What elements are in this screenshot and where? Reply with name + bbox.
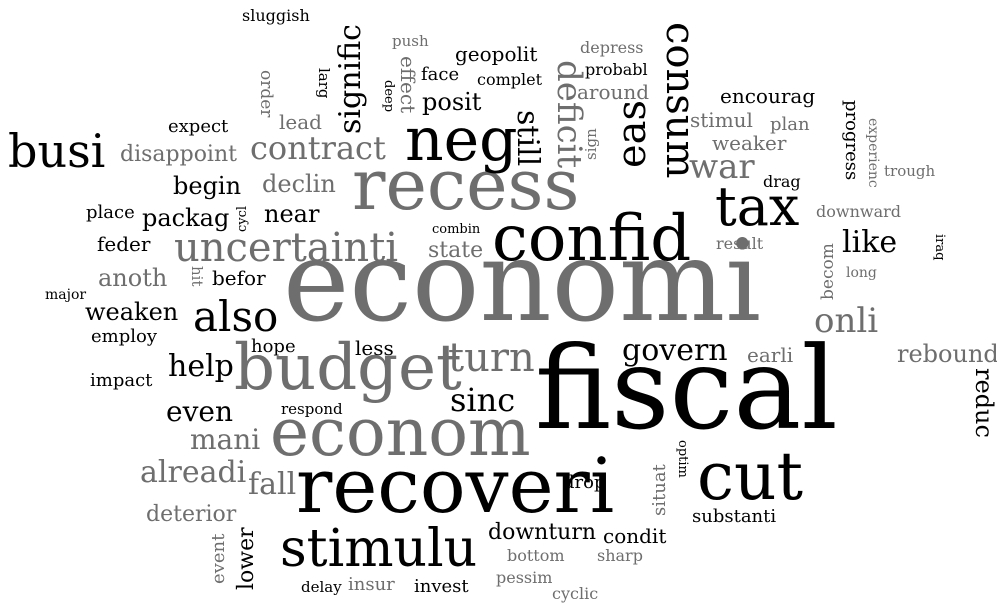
word-weaken: weaken	[85, 298, 179, 326]
word-economi: economi	[283, 217, 762, 347]
word-encourag: encourag	[720, 84, 816, 108]
word-substanti: substanti	[692, 506, 777, 527]
word-sinc: sinc	[450, 381, 516, 419]
word-help: help	[168, 349, 234, 384]
word-econom: econom	[270, 394, 531, 471]
word-earli: earli	[747, 343, 794, 367]
word-iraq: iraq	[932, 234, 947, 261]
word-hope: hope	[251, 336, 296, 357]
word-still: still	[510, 110, 545, 167]
word-cut: cut	[697, 438, 803, 515]
word-busi: busi	[8, 124, 106, 178]
word-result: result	[716, 234, 764, 253]
word-disappoint: disappoint	[120, 142, 237, 167]
word-deficit: deficit	[549, 60, 589, 169]
word-uncertainti: uncertainti	[174, 225, 399, 271]
word-sign: sign	[582, 128, 600, 160]
word-becom: becom	[818, 243, 838, 300]
word-condit: condit	[603, 524, 667, 548]
word-sharp: sharp	[597, 546, 643, 565]
word-order: order	[256, 70, 276, 118]
word-signific: signific	[333, 24, 368, 134]
word-deterior: deterior	[146, 502, 237, 527]
word-pessim: pessim	[496, 568, 553, 587]
word-geopolit: geopolit	[455, 42, 538, 66]
word-alreadi: alreadi	[140, 455, 247, 490]
word-push: push	[392, 32, 429, 50]
word-contract: contract	[250, 129, 386, 167]
word-long: long	[846, 265, 877, 281]
word-fiscal: fiscal	[535, 322, 838, 455]
word-place: place	[86, 202, 135, 223]
word-major: major	[45, 287, 87, 303]
word-fall: fall	[248, 467, 297, 502]
word-plan: plan	[770, 114, 810, 135]
word-anoth: anoth	[98, 264, 168, 292]
word-recess: recess	[352, 144, 580, 226]
word-invest: invest	[414, 576, 469, 597]
word-packag: packag	[142, 204, 230, 232]
word-trough: trough	[884, 162, 936, 180]
word-larg: larg	[315, 68, 333, 99]
word-reduc: reduc	[970, 368, 997, 438]
word-drop: drop	[563, 472, 606, 493]
word-employ: employ	[91, 326, 158, 347]
word-combin: combin	[432, 222, 481, 237]
word-befor: befor	[212, 266, 266, 290]
word-govern: govern	[622, 333, 728, 368]
word-eas: eas	[609, 99, 655, 168]
word-lower: lower	[234, 527, 259, 590]
word-depress: depress	[580, 38, 644, 57]
word-expect: expect	[168, 116, 229, 137]
word-also: also	[193, 292, 279, 341]
word-declin: declin	[262, 170, 336, 198]
word-onli: onli	[814, 301, 879, 341]
word-recoveri: recoveri	[296, 441, 615, 530]
word-confid: confid	[492, 202, 692, 276]
word-less: less	[355, 336, 394, 360]
word-respond: respond	[281, 400, 343, 418]
word-rebound: rebound	[897, 340, 997, 368]
word-progress: progress	[841, 100, 862, 181]
word-deep: deep	[381, 80, 396, 113]
word-stimul: stimul	[690, 108, 753, 132]
word-situat: situat	[649, 464, 670, 516]
word-budget: budget	[234, 331, 462, 405]
word-complet: complet	[477, 70, 543, 89]
word-bottom: bottom	[507, 546, 565, 565]
word-downturn: downturn	[488, 520, 597, 545]
word-delay: delay	[301, 578, 342, 596]
word-neg: neg	[405, 105, 518, 175]
word-probabl: probabl	[585, 60, 648, 79]
word-lead: lead	[279, 110, 322, 134]
word-drag: drag	[763, 172, 801, 191]
word-even: even	[166, 395, 233, 428]
word-stimulu: stimulu	[280, 519, 478, 579]
word-event: event	[208, 533, 229, 584]
word-sluggish: sluggish	[242, 6, 310, 25]
word-war: war	[689, 147, 755, 187]
word-hit: hit	[188, 266, 206, 287]
word-posit: posit	[422, 88, 482, 116]
word-weaker: weaker	[712, 131, 787, 155]
word-around: around	[577, 80, 650, 104]
word-near: near	[264, 200, 320, 228]
word-tax: tax	[715, 175, 800, 238]
word-state: state	[428, 238, 484, 263]
word-experienc: experienc	[865, 118, 881, 188]
word-mani: mani	[190, 423, 261, 456]
word-insur: insur	[348, 574, 395, 595]
word-impact: impact	[90, 370, 153, 391]
word-downward: downward	[816, 202, 901, 221]
word-cyclic: cyclic	[552, 584, 599, 603]
word-like: like	[842, 225, 898, 260]
word-begin: begin	[173, 172, 242, 200]
word-turn: turn	[448, 335, 535, 381]
word-face: face	[421, 64, 460, 85]
word-effect: effect	[396, 56, 420, 114]
word-feder: feder	[97, 232, 151, 256]
word-optim: optim	[675, 440, 690, 478]
word-cycl: cycl	[235, 205, 250, 232]
